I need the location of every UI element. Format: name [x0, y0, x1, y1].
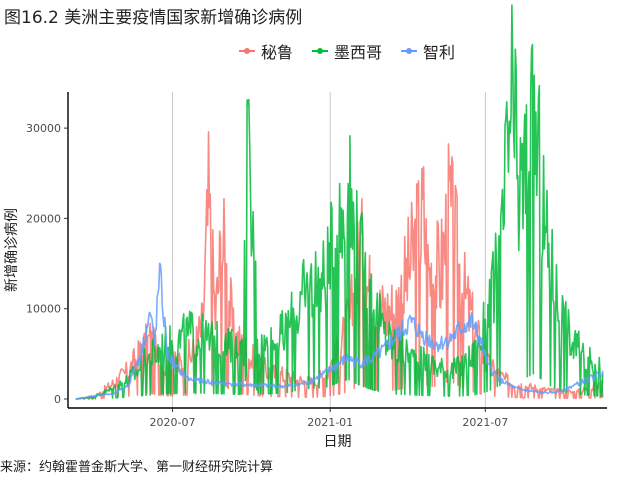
x-tick-label-0: 2020-07 [150, 416, 196, 429]
legend-key-0 [239, 48, 255, 54]
chart-title: 图16.2 美洲主要疫情国家新增确诊病例 [4, 8, 303, 28]
legend-item-2: 智利 [400, 39, 455, 63]
legend-item-0: 秘鲁 [238, 39, 293, 63]
series-line-2 [75, 262, 604, 400]
series-line-1 [75, 4, 604, 400]
y-tick-label-2: 20000 [26, 212, 61, 225]
y-tick-label-3: 30000 [26, 122, 61, 135]
legend-label-2: 智利 [423, 43, 456, 62]
legend-label-1: 墨西哥 [334, 43, 383, 62]
legend-key-2 [401, 48, 418, 54]
x-axis-title: 日期 [324, 434, 352, 450]
legend-key-1 [312, 48, 329, 54]
source-note: 来源：约翰霍普金斯大学、第一财经研究院计算 [0, 460, 274, 475]
x-tick-label-1: 2021-01 [307, 416, 353, 429]
y-axis-title: 新增确诊病例 [4, 208, 20, 292]
x-tick-label-2: 2021-07 [462, 416, 508, 429]
legend-key-dot-0 [244, 48, 250, 54]
legend-key-dot-1 [317, 48, 324, 54]
legend-item-1: 墨西哥 [311, 39, 382, 63]
y-tick-label-1: 10000 [26, 303, 61, 316]
y-tick-label-0: 0 [54, 393, 61, 406]
legend-label-0: 秘鲁 [261, 43, 294, 62]
legend-key-dot-2 [406, 48, 413, 54]
legend: 秘鲁 墨西哥 智利 [238, 40, 455, 62]
